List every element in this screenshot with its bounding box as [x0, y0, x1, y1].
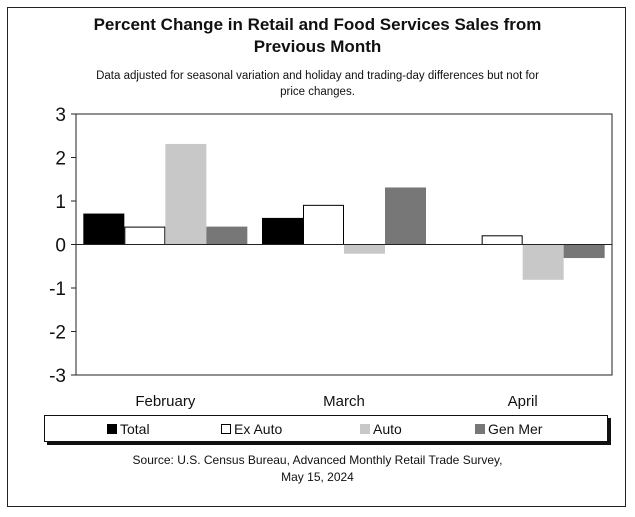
y-tick-label: -2: [49, 323, 66, 344]
bar-total-march: [262, 217, 303, 245]
bar-ex-auto-march: [303, 204, 344, 246]
legend-swatch-auto: [360, 423, 370, 434]
source-line1: Source: U.S. Census Bureau, Advanced Mon…: [132, 453, 503, 467]
chart-subtitle: Data adjusted for seasonal variation and…: [20, 68, 615, 100]
legend-item-auto: Auto: [360, 416, 402, 441]
bar-ex-auto-april: [481, 235, 523, 246]
y-tick-label: -3: [49, 366, 66, 387]
legend-item-ex-auto: Ex Auto: [221, 416, 282, 441]
bar-gen-mer-february: [206, 226, 248, 246]
chart-title: Percent Change in Retail and Food Servic…: [0, 14, 635, 58]
legend-label-ex-auto: Ex Auto: [234, 420, 283, 437]
legend-swatch-total: [107, 423, 117, 434]
bar-gen-mer-march: [385, 187, 426, 245]
legend-swatch-gen-mer: [475, 423, 485, 434]
x-category-label: April: [508, 393, 538, 410]
y-tick-label: 3: [55, 105, 66, 126]
bar-total-february: [83, 213, 125, 246]
legend-item-gen-mer: Gen Mer: [475, 416, 542, 441]
chart-subtitle-line1: Data adjusted for seasonal variation and…: [96, 70, 539, 82]
y-tick-label: 0: [55, 236, 66, 257]
legend-label-total: Total: [120, 420, 150, 437]
legend-label-gen-mer: Gen Mer: [488, 420, 543, 437]
y-tick-label: 2: [55, 149, 66, 170]
y-tick-label: 1: [55, 192, 66, 213]
chart-title-line2: Previous Month: [253, 37, 382, 56]
x-category-label: March: [323, 393, 365, 410]
chart-title-line1: Percent Change in Retail and Food Servic…: [93, 15, 542, 34]
bar-auto-february: [165, 143, 207, 245]
bar-auto-march: [344, 244, 385, 254]
x-category-label: February: [135, 393, 196, 410]
chart-legend: Total Ex Auto Auto Gen Mer: [44, 415, 608, 442]
legend-item-total: Total: [107, 416, 150, 441]
bar-ex-auto-february: [124, 226, 166, 246]
bar-gen-mer-april: [563, 244, 605, 259]
bar-auto-april: [522, 244, 564, 280]
y-tick-label: -1: [49, 279, 66, 300]
chart-subtitle-line2: price changes.: [280, 86, 355, 98]
source-line2: May 15, 2024: [281, 470, 354, 484]
source-note: Source: U.S. Census Bureau, Advanced Mon…: [0, 452, 635, 486]
legend-swatch-ex-auto: [221, 423, 231, 434]
legend-label-auto: Auto: [373, 420, 402, 437]
